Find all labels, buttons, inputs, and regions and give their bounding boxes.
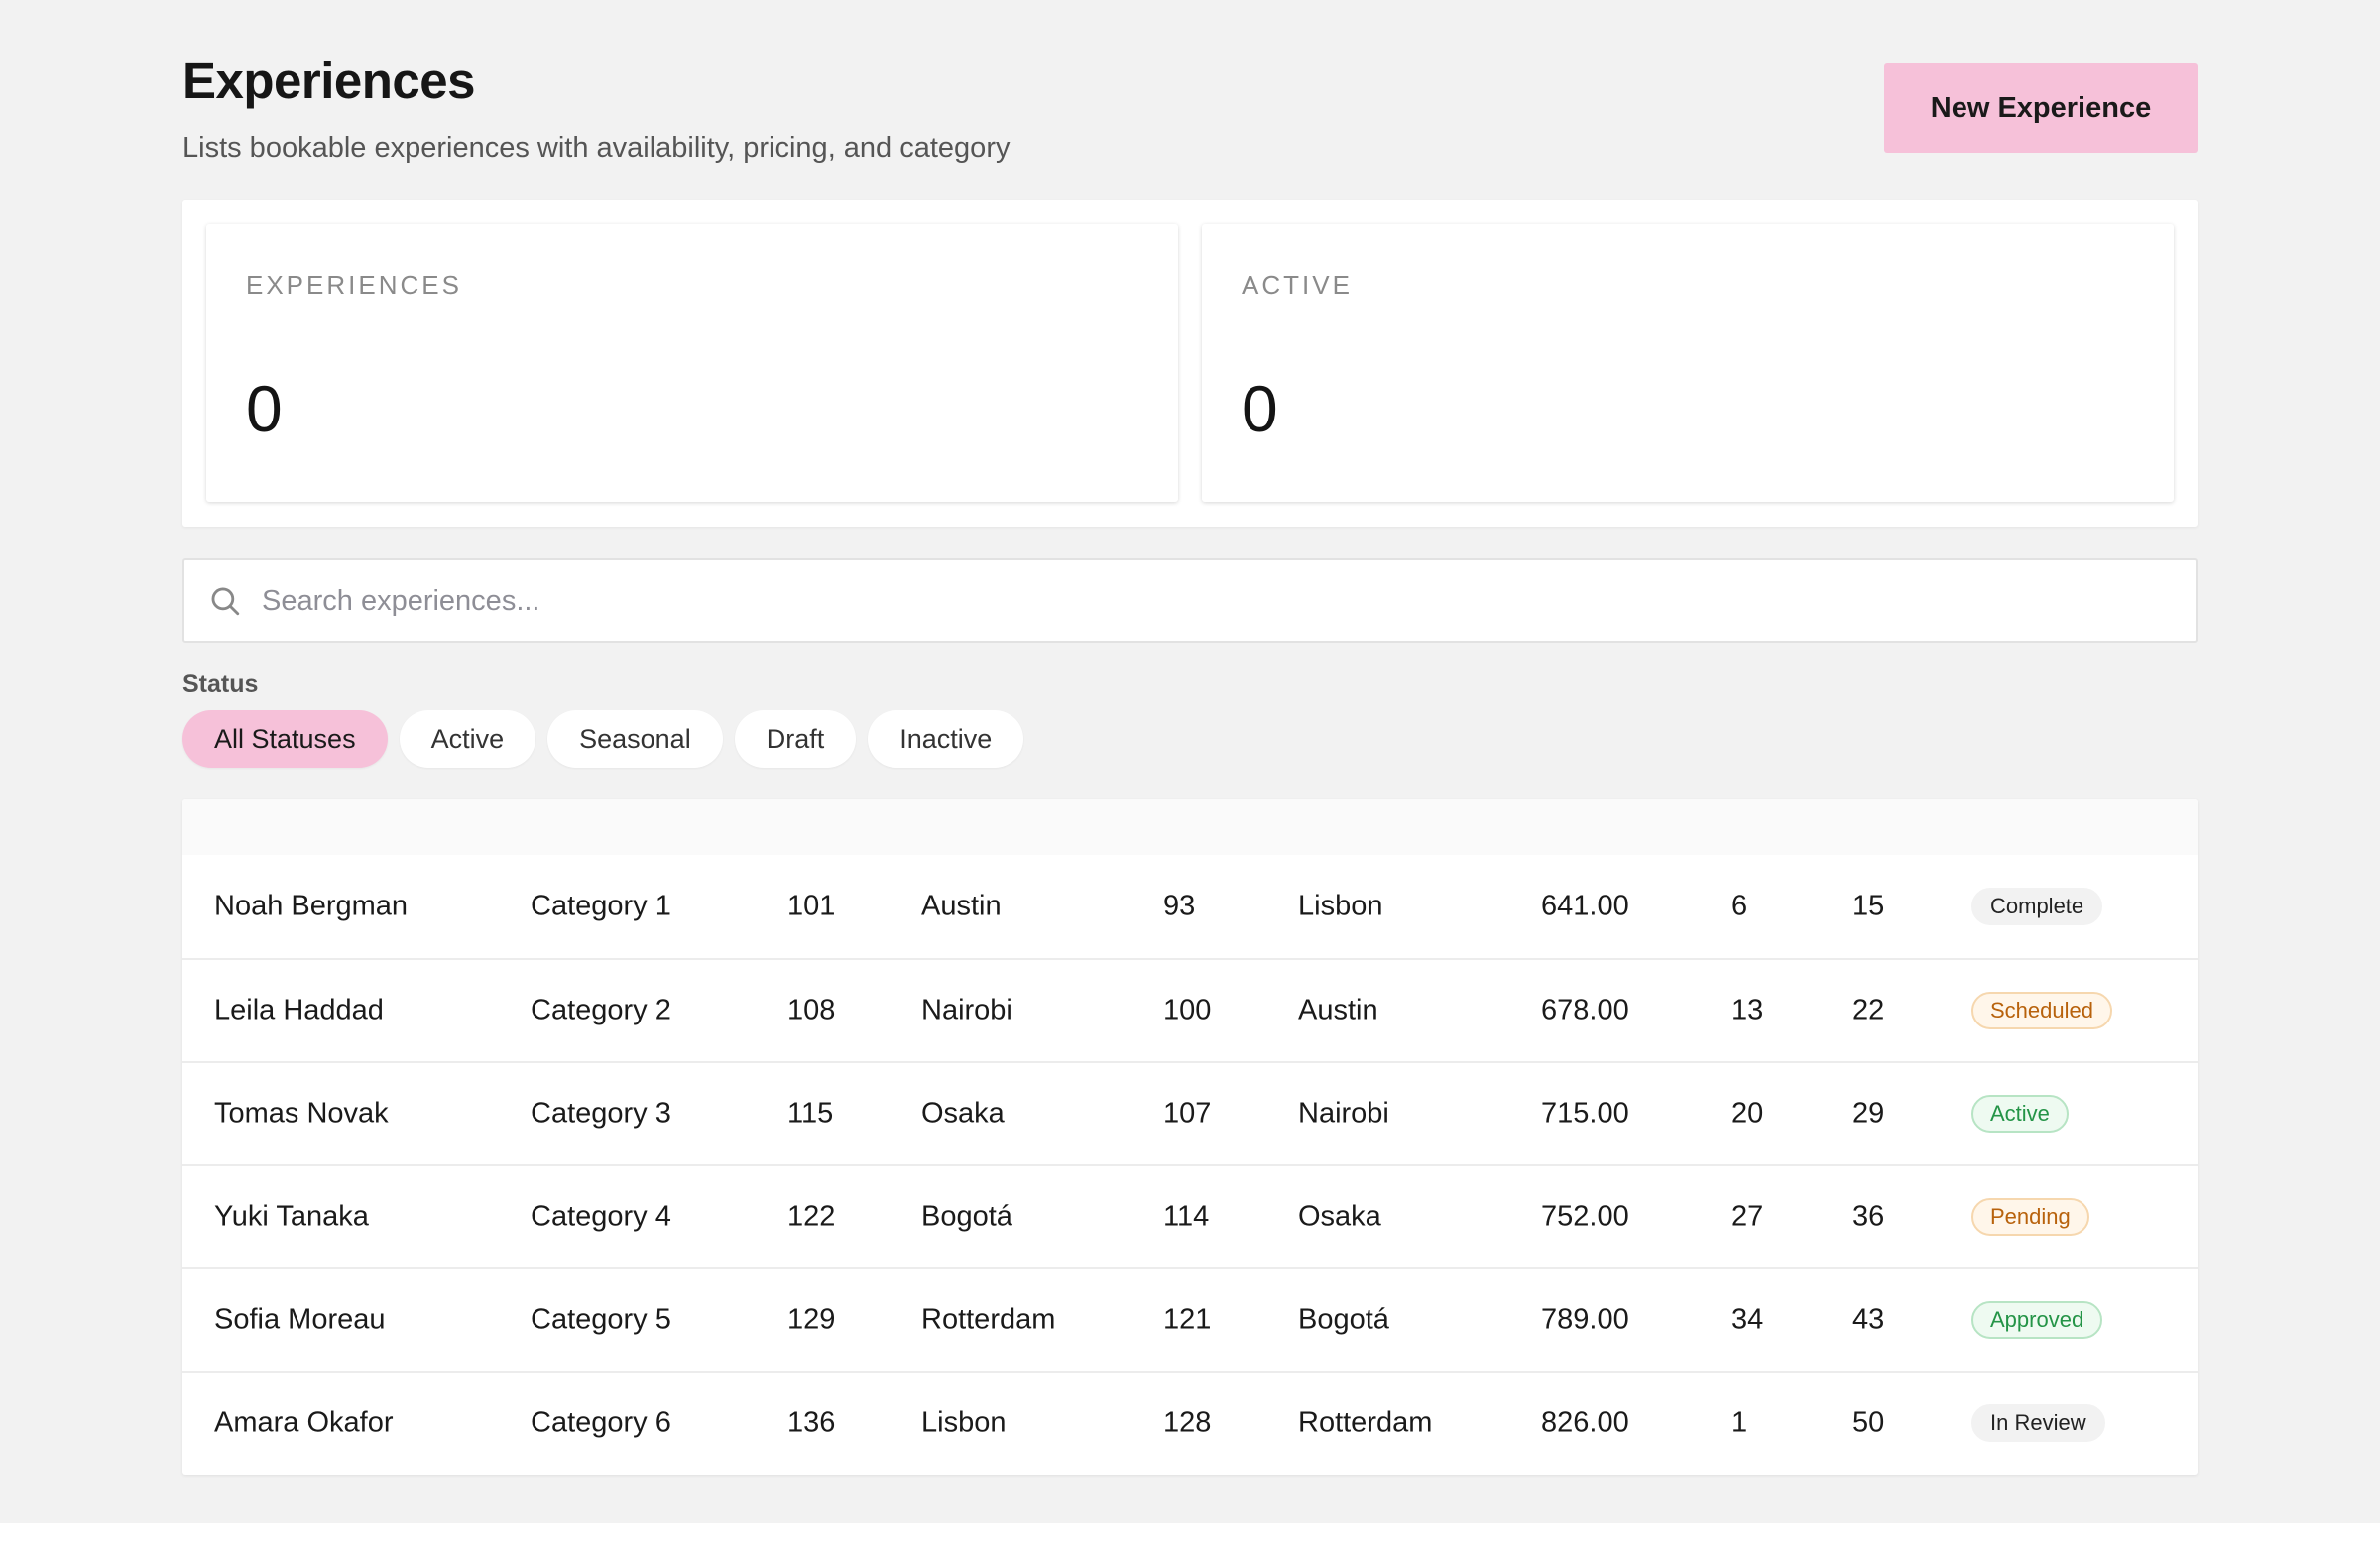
cell-number: 100 [1163,994,1212,1026]
status-badge: Active [1971,1095,2069,1133]
cell-number: 136 [787,1406,836,1439]
cell-city: Bogotá [921,1200,1012,1233]
filter-chip-active[interactable]: Active [399,710,536,768]
status-badge-cell: Active [1971,1095,2069,1133]
stat-card-experiences: EXPERIENCES 0 [206,224,1178,502]
cell-number: 29 [1852,1097,1885,1130]
cell-city: Bogotá [1298,1303,1389,1336]
cell-number: 1 [1731,1406,1748,1439]
cell-name: Amara Okafor [214,1406,394,1439]
search-bar [182,558,2198,643]
cell-number: 22 [1852,994,1885,1026]
cell-city: Rotterdam [1298,1406,1433,1439]
cell-number: 50 [1852,1406,1885,1439]
status-badge: Scheduled [1971,992,2112,1029]
cell-number: 114 [1163,1200,1210,1233]
cell-number: 13 [1731,994,1764,1026]
experiences-table: Noah Bergman Category 1 101 Austin 93 Li… [182,799,2198,1475]
cell-number: 128 [1163,1406,1212,1439]
status-badge: Complete [1971,888,2103,925]
page-header: Experiences Lists bookable experiences w… [182,0,2198,198]
filter-chip-seasonal[interactable]: Seasonal [547,710,723,768]
status-badge-cell: In Review [1971,1404,2105,1442]
status-badge: Pending [1971,1198,2089,1236]
table-row[interactable]: Sofia Moreau Category 5 129 Rotterdam 12… [182,1267,2198,1371]
status-filter-label: Status [182,670,259,698]
stat-value: 0 [246,372,283,445]
status-badge-cell: Pending [1971,1198,2089,1236]
cell-category: Category 2 [531,994,671,1026]
stat-value: 0 [1242,372,1278,445]
cell-price: 715.00 [1541,1097,1629,1130]
search-input[interactable] [262,574,2166,628]
cell-name: Leila Haddad [214,994,384,1026]
cell-number: 34 [1731,1303,1764,1336]
cell-city: Rotterdam [921,1303,1056,1336]
main-container: Experiences Lists bookable experiences w… [182,0,2198,1475]
cell-category: Category 3 [531,1097,671,1130]
cell-name: Sofia Moreau [214,1303,386,1336]
stat-card-active: ACTIVE 0 [1202,224,2174,502]
search-icon [211,587,240,616]
filter-chip-inactive[interactable]: Inactive [868,710,1024,768]
cell-number: 101 [787,890,836,922]
cell-price: 789.00 [1541,1303,1629,1336]
status-filter-chips: All Statuses Active Seasonal Draft Inact… [182,710,1024,768]
page-subtitle: Lists bookable experiences with availabi… [182,132,1011,164]
cell-price: 752.00 [1541,1200,1629,1233]
cell-city: Lisbon [1298,890,1383,922]
cell-name: Noah Bergman [214,890,409,922]
cell-city: Nairobi [921,994,1012,1026]
new-experience-button[interactable]: New Experience [1884,63,2198,153]
cell-number: 6 [1731,890,1748,922]
stats-panel: EXPERIENCES 0 ACTIVE 0 [182,200,2198,527]
table-row[interactable]: Leila Haddad Category 2 108 Nairobi 100 … [182,958,2198,1061]
status-badge-cell: Complete [1971,888,2103,925]
cell-name: Tomas Novak [214,1097,389,1130]
table-row[interactable]: Tomas Novak Category 3 115 Osaka 107 Nai… [182,1061,2198,1164]
cell-number: 115 [787,1097,834,1130]
table-body: Noah Bergman Category 1 101 Austin 93 Li… [182,855,2198,1474]
cell-number: 107 [1163,1097,1212,1130]
cell-number: 108 [787,994,836,1026]
cell-number: 129 [787,1303,836,1336]
filter-chip-draft[interactable]: Draft [734,710,857,768]
stat-label: EXPERIENCES [246,270,462,300]
cell-number: 43 [1852,1303,1885,1336]
cell-number: 36 [1852,1200,1885,1233]
cell-price: 826.00 [1541,1406,1629,1439]
status-badge-cell: Approved [1971,1301,2103,1339]
stat-label: ACTIVE [1242,270,1353,300]
cell-category: Category 1 [531,890,671,922]
cell-number: 15 [1852,890,1885,922]
cell-price: 641.00 [1541,890,1629,922]
cell-number: 93 [1163,890,1196,922]
cell-city: Austin [1298,994,1378,1026]
table-row[interactable]: Yuki Tanaka Category 4 122 Bogotá 114 Os… [182,1164,2198,1267]
page-title: Experiences [182,53,476,109]
cell-city: Osaka [1298,1200,1381,1233]
table-row[interactable]: Noah Bergman Category 1 101 Austin 93 Li… [182,855,2198,958]
cell-category: Category 5 [531,1303,671,1336]
page-background: Experiences Lists bookable experiences w… [0,0,2380,1523]
cell-city: Austin [921,890,1002,922]
cell-number: 20 [1731,1097,1764,1130]
status-badge: In Review [1971,1404,2105,1442]
status-badge-cell: Scheduled [1971,992,2112,1029]
cell-number: 121 [1163,1303,1212,1336]
cell-city: Nairobi [1298,1097,1389,1130]
cell-city: Lisbon [921,1406,1007,1439]
cell-category: Category 6 [531,1406,671,1439]
cell-number: 27 [1731,1200,1764,1233]
filter-chip-all-statuses[interactable]: All Statuses [182,710,388,768]
cell-name: Yuki Tanaka [214,1200,369,1233]
status-badge: Approved [1971,1301,2103,1339]
cell-number: 122 [787,1200,836,1233]
cell-category: Category 4 [531,1200,671,1233]
cell-city: Osaka [921,1097,1005,1130]
table-row[interactable]: Amara Okafor Category 6 136 Lisbon 128 R… [182,1371,2198,1474]
cell-price: 678.00 [1541,994,1629,1026]
table-header [182,799,2198,855]
